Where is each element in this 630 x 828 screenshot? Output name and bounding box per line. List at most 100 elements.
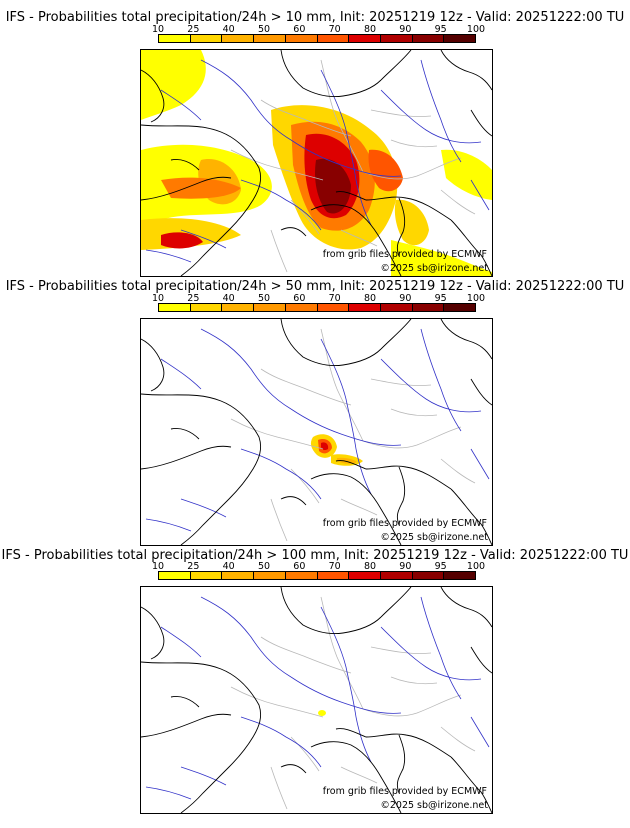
colorbar-swatch — [159, 35, 191, 42]
border-line — [340, 498, 378, 516]
colorbar-tick-label: 50 — [257, 293, 271, 304]
colorbar-tick-label: 50 — [257, 24, 271, 35]
coastline — [141, 124, 262, 276]
river-line — [180, 229, 227, 249]
colorbar-tick-label: 90 — [399, 293, 412, 304]
precip-area — [318, 710, 326, 716]
colorbar-tick-label: 60 — [293, 293, 306, 304]
coastline — [396, 466, 406, 526]
border-line — [230, 418, 324, 450]
river-line — [355, 448, 372, 495]
colorbar-swatch — [159, 572, 191, 579]
colorbar-tick-label: 95 — [434, 561, 447, 572]
colorbar-tick-label: 100 — [466, 293, 486, 304]
river-line — [470, 716, 490, 748]
colorbar-tick-label: 25 — [187, 24, 200, 35]
colorbar-swatch — [222, 572, 255, 579]
coastline — [440, 319, 492, 360]
coastline — [335, 191, 452, 221]
border-line — [440, 726, 476, 752]
border-line — [230, 149, 324, 181]
coastline — [380, 319, 412, 350]
river-line — [320, 69, 357, 181]
colorbar-swatch — [254, 35, 286, 42]
colorbar-tick-label: 60 — [293, 24, 306, 35]
map-50mm: from grib files provided by ECMWF ©2025 … — [140, 318, 493, 546]
copyright-credit: ©2025 sb@irizone.net — [380, 532, 488, 543]
colorbar-swatch — [190, 35, 223, 42]
coastline — [280, 496, 307, 506]
border-line — [390, 139, 438, 148]
coastline — [141, 661, 262, 813]
river-line — [320, 338, 357, 450]
border-line — [390, 408, 438, 417]
border-line — [290, 199, 320, 235]
river-line — [420, 59, 462, 163]
border-line — [362, 157, 462, 180]
precip-area — [161, 177, 241, 199]
border-line — [290, 468, 320, 504]
colorbar-swatch — [349, 572, 381, 579]
colorbar-swatch — [444, 35, 476, 42]
colorbar — [158, 34, 476, 43]
precip-area — [441, 149, 492, 200]
river-line — [240, 179, 322, 231]
colorbar-tick-label: 70 — [328, 561, 341, 572]
colorbar-swatch — [444, 572, 476, 579]
coastline — [141, 445, 232, 470]
border-line — [390, 676, 438, 685]
coastline — [310, 204, 402, 276]
colorbar-tick-label: 10 — [151, 561, 165, 572]
coastline — [170, 159, 200, 171]
river-line — [380, 626, 482, 681]
colorbar-swatch — [254, 304, 286, 311]
coastline — [170, 428, 200, 440]
border-line — [440, 189, 476, 215]
coastline — [141, 713, 232, 738]
colorbar-tick-label: 50 — [257, 561, 271, 572]
precip-area — [315, 158, 351, 214]
precip-area — [141, 50, 206, 120]
colorbar-swatch — [412, 35, 445, 42]
river-line — [420, 596, 462, 700]
colorbar-swatch — [285, 304, 318, 311]
coastline — [280, 227, 307, 237]
coastline — [280, 587, 382, 635]
map-10mm: from grib files provided by ECMWF ©2025 … — [140, 49, 493, 277]
coastline — [470, 646, 492, 674]
precip-area — [161, 232, 203, 249]
colorbar-tick-label: 10 — [151, 24, 165, 35]
river-line — [160, 358, 202, 390]
source-credit: from grib files provided by ECMWF — [322, 518, 487, 529]
colorbar-swatch — [349, 35, 381, 42]
coastline — [141, 338, 165, 392]
colorbar-tick-label: 60 — [293, 561, 306, 572]
river-line — [290, 139, 402, 177]
river-line — [160, 626, 202, 658]
border-line — [270, 229, 288, 273]
river-line — [160, 89, 202, 121]
colorbar-swatch — [444, 304, 476, 311]
river-line — [180, 498, 227, 518]
coastline — [280, 50, 382, 98]
colorbar-swatch — [317, 304, 350, 311]
colorbar-ticks: 10 25 40 50 60 70 80 90 95 100 — [152, 293, 485, 304]
coastline — [335, 460, 452, 490]
coastline — [440, 50, 492, 91]
river-line — [380, 358, 482, 413]
coastline — [335, 728, 452, 758]
panel-10mm: IFS - Probabilities total precipitation/… — [0, 0, 630, 280]
colorbar-swatch — [317, 572, 350, 579]
border-line — [230, 686, 324, 718]
coastline — [280, 764, 307, 774]
coastline — [170, 696, 200, 708]
colorbar-swatch — [254, 572, 286, 579]
colorbar-tick-label: 10 — [151, 293, 165, 304]
border-line — [260, 368, 352, 406]
coastline — [450, 756, 492, 813]
border-line — [340, 229, 378, 247]
river-line — [200, 328, 292, 410]
colorbar-ticks: 10 25 40 50 60 70 80 90 95 100 — [152, 561, 485, 572]
coastline — [310, 741, 402, 813]
